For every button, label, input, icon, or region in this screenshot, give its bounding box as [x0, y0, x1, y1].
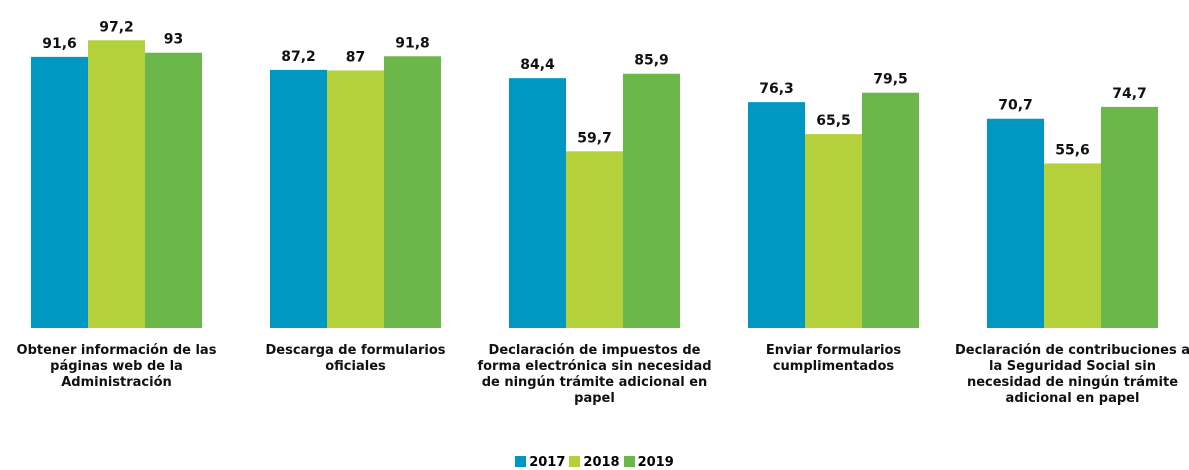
legend-item: 2017	[515, 455, 565, 470]
bar	[270, 69, 327, 328]
data-label: 87	[346, 49, 365, 65]
data-label: 55,6	[1055, 142, 1090, 158]
bar	[566, 151, 623, 328]
data-label: 91,8	[395, 35, 430, 51]
data-label: 87,2	[281, 49, 316, 65]
x-tick-label: Descarga de formularios oficiales	[265, 343, 446, 374]
legend-label: 2017	[529, 455, 566, 470]
data-label: 76,3	[759, 81, 794, 97]
legend-swatch	[515, 456, 527, 467]
data-label: 74,7	[1112, 86, 1147, 102]
x-tick-label: Obtener información de las páginas web d…	[16, 343, 217, 390]
data-label: 93	[164, 32, 183, 48]
bar	[623, 73, 680, 329]
data-label: 79,5	[873, 72, 908, 88]
bar	[1101, 106, 1158, 328]
legend-swatch	[623, 456, 635, 467]
data-label: 70,7	[998, 98, 1033, 114]
bar	[327, 70, 384, 328]
bar	[862, 92, 919, 329]
bar	[748, 102, 805, 328]
legend-swatch	[569, 456, 581, 467]
legend-item: 2019	[623, 455, 674, 470]
legend-label: 2018	[583, 455, 620, 470]
bar	[384, 56, 441, 328]
data-label: 59,7	[577, 130, 612, 146]
data-label: 65,5	[816, 113, 851, 129]
data-label: 91,6	[42, 36, 77, 52]
bar	[805, 134, 862, 328]
x-tick-label: Enviar formularios cumplimentados	[765, 343, 902, 374]
bar	[145, 52, 202, 328]
data-label: 85,9	[634, 53, 669, 69]
legend-item: 2018	[569, 455, 620, 470]
data-label: 84,4	[520, 57, 555, 73]
bar	[1044, 163, 1101, 328]
x-tick-label: Declaración de contribuciones a la Segur…	[955, 343, 1189, 406]
bar	[31, 56, 88, 328]
legend-label: 2019	[637, 455, 674, 470]
data-label: 97,2	[99, 19, 134, 35]
legend: 2017 2018 2019	[0, 455, 1189, 470]
x-tick-label: Declaración de impuestos de forma electr…	[477, 343, 712, 406]
bar	[987, 118, 1044, 328]
bar	[509, 78, 566, 329]
bar	[88, 40, 145, 329]
